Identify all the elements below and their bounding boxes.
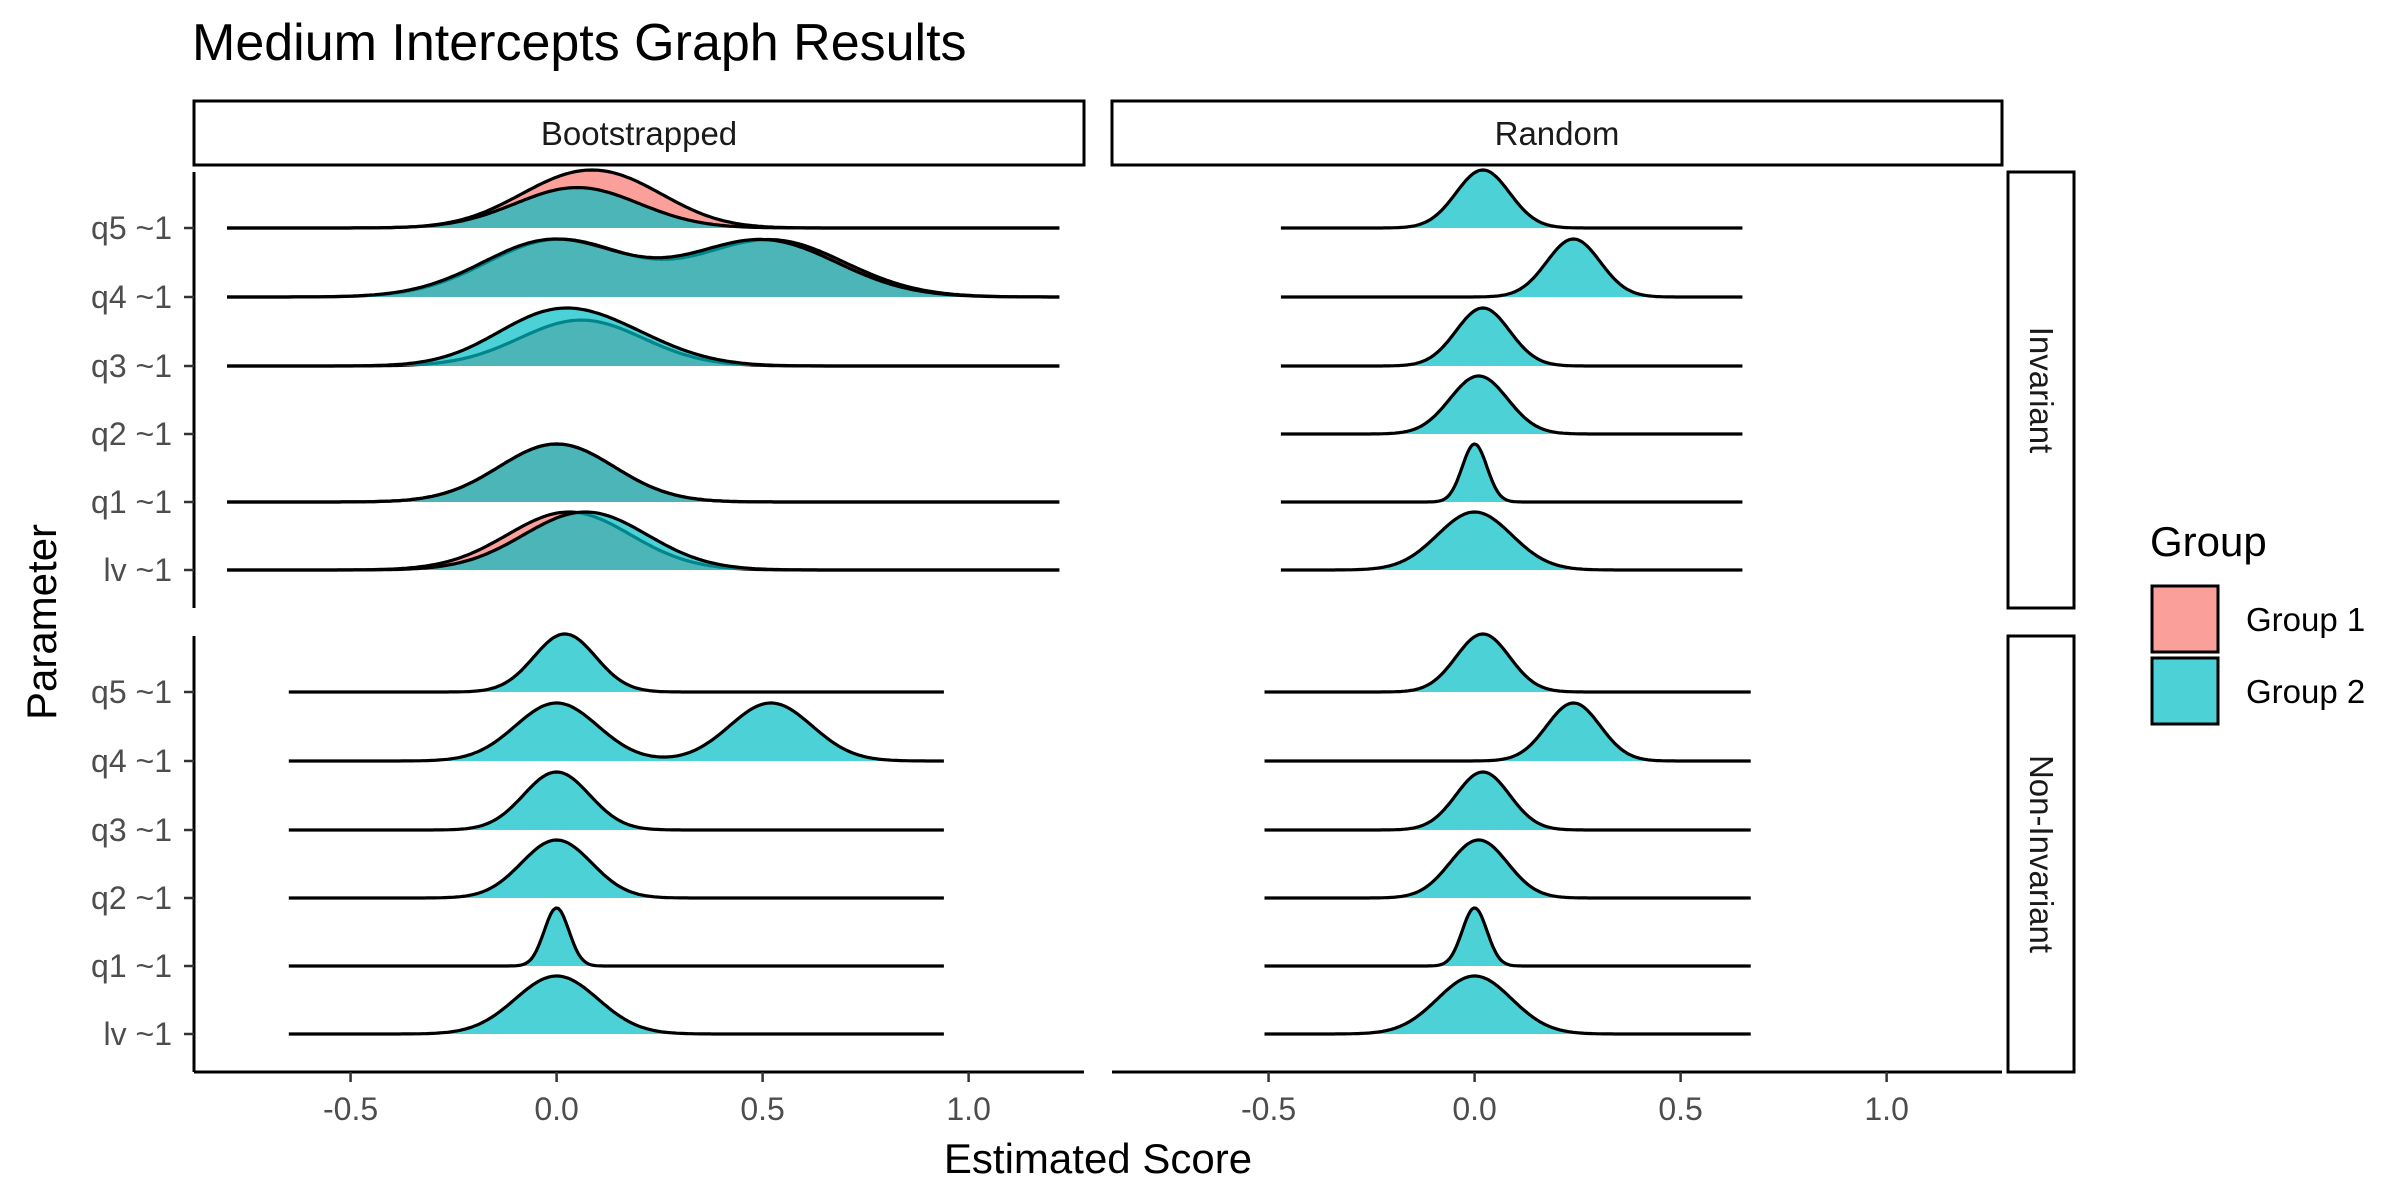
strip-label-non-invariant: Non-Invariant <box>2023 755 2060 953</box>
x-tick-label: -0.5 <box>323 1091 378 1127</box>
ridge-bootstrapped-non-invariant-q1-1-group-2-line <box>288 906 944 968</box>
ridge-bootstrapped-non-invariant-q4-1-group-2-fill <box>288 703 944 761</box>
ridge-bootstrapped-invariant-q5-1-group-2-fill <box>227 187 1060 228</box>
ridge-random-non-invariant-q5-1-group-2-line <box>1264 632 1751 694</box>
strip-invariant <box>2006 170 2076 610</box>
strip-label-random: Random <box>1495 115 1620 152</box>
ridge-bootstrapped-invariant-q1-1-group-2-fill <box>227 444 1060 502</box>
y-tick-label-q1-1: q1 ~1 <box>91 948 172 984</box>
ridge-random-invariant-q3-1-group-2-line <box>1280 306 1743 368</box>
x-tick-label: 1.0 <box>1864 1091 1908 1127</box>
x-tick-label: 0.5 <box>1658 1091 1702 1127</box>
legend-swatch-group-2 <box>2150 656 2220 726</box>
y-tick-label-q5-1: q5 ~1 <box>91 674 172 710</box>
ridge-bootstrapped-non-invariant-q2-1-group-2-line <box>288 838 944 900</box>
y-tick-label-q2-1: q2 ~1 <box>91 880 172 916</box>
y-tick-label-q4-1: q4 ~1 <box>91 279 172 315</box>
ridge-bootstrapped-invariant-lv-1-group-2-fill <box>227 512 1060 570</box>
ridge-random-non-invariant-q1-1-group-2-line <box>1264 906 1751 968</box>
ridge-bootstrapped-non-invariant-lv-1-group-2-fill <box>288 976 944 1034</box>
y-axis-title: Parameter <box>18 524 65 720</box>
panel-bootstrapped-non-invariant <box>288 632 944 1036</box>
ridge-bootstrapped-invariant-lv-1-group-2-line <box>227 510 1060 572</box>
legend-label-group-1: Group 1 <box>2246 601 2365 638</box>
x-tick-label: -0.5 <box>1241 1091 1296 1127</box>
ridge-random-non-invariant-q5-1-group-2-fill <box>1264 634 1751 692</box>
strip-label-invariant: Invariant <box>2023 327 2060 454</box>
x-axis-title: Estimated Score <box>944 1135 1252 1182</box>
strip-label-bootstrapped: Bootstrapped <box>541 115 737 152</box>
ridge-random-non-invariant-lv-1-group-2-line <box>1264 974 1751 1036</box>
ridge-bootstrapped-non-invariant-q5-1-group-2-line <box>288 632 944 694</box>
ridge-random-invariant-q2-1-group-2-line <box>1280 374 1743 436</box>
ridge-bootstrapped-invariant-q5-1-group-2-line <box>227 186 1060 230</box>
ridge-random-invariant-q5-1-group-2-fill <box>1280 170 1743 228</box>
panel-random-invariant <box>1280 168 1743 572</box>
legend-label-group-2: Group 2 <box>2246 673 2365 710</box>
y-tick-label-lv-1: lv ~1 <box>104 1016 172 1052</box>
ridge-bootstrapped-non-invariant-lv-1-group-2-line <box>288 974 944 1036</box>
y-tick-label-lv-1: lv ~1 <box>104 552 172 588</box>
ridge-random-non-invariant-q3-1-group-2-fill <box>1264 772 1751 830</box>
ridge-bootstrapped-invariant-q4-1-group-2-fill <box>227 239 1060 297</box>
ridge-random-non-invariant-q3-1-group-2-line <box>1264 770 1751 832</box>
ridge-bootstrapped-invariant-q5-1-group-1-fill <box>227 170 1060 228</box>
ridge-bootstrapped-invariant-q1-1-group-2-line <box>227 442 1060 504</box>
x-tick-label: 0.5 <box>740 1091 784 1127</box>
panel-random-non-invariant <box>1264 632 1751 1036</box>
y-tick-label-q5-1: q5 ~1 <box>91 210 172 246</box>
y-tick-label-q4-1: q4 ~1 <box>91 743 172 779</box>
x-tick-label: 0.0 <box>534 1091 578 1127</box>
ridge-bootstrapped-invariant-q3-1-group-2-fill <box>227 308 1060 366</box>
strip-random <box>1110 99 2004 167</box>
y-tick-label-q2-1: q2 ~1 <box>91 416 172 452</box>
ridge-random-non-invariant-lv-1-group-2-fill <box>1264 976 1751 1034</box>
chart-title: Medium Intercepts Graph Results <box>192 14 967 72</box>
y-tick-label-q3-1: q3 ~1 <box>91 348 172 384</box>
ridge-random-invariant-lv-1-group-2-fill <box>1280 512 1743 570</box>
ridge-random-invariant-q5-1-group-2-line <box>1280 168 1743 230</box>
panel-bootstrapped-invariant <box>227 168 1060 572</box>
ridge-bootstrapped-invariant-q4-1-group-2-line <box>227 237 1060 299</box>
ridge-random-invariant-q4-1-group-2-line <box>1280 237 1743 299</box>
x-tick-label: 1.0 <box>946 1091 990 1127</box>
legend-title: Group <box>2150 518 2267 565</box>
ridge-random-invariant-lv-1-group-2-line <box>1280 510 1743 572</box>
ridge-bootstrapped-invariant-q3-1-group-2-line <box>227 306 1060 368</box>
ridge-random-non-invariant-q4-1-group-2-line <box>1264 701 1751 763</box>
ridge-bootstrapped-non-invariant-q5-1-group-2-fill <box>288 634 944 692</box>
legend-swatch-group-1 <box>2150 584 2220 654</box>
y-tick-label-q1-1: q1 ~1 <box>91 484 172 520</box>
ridge-random-invariant-q1-1-group-2-line <box>1280 442 1743 504</box>
ridge-random-invariant-q3-1-group-2-fill <box>1280 308 1743 366</box>
x-tick-label: 0.0 <box>1452 1091 1496 1127</box>
ridge-bootstrapped-non-invariant-q4-1-group-2-line <box>288 701 944 763</box>
ridge-bootstrapped-non-invariant-q3-1-group-2-line <box>288 770 944 832</box>
ridge-random-non-invariant-q2-1-group-2-line <box>1264 838 1751 900</box>
y-tick-label-q3-1: q3 ~1 <box>91 812 172 848</box>
ridge-random-non-invariant-q2-1-group-2-fill <box>1264 840 1751 898</box>
strip-non-invariant <box>2006 634 2076 1074</box>
strip-bootstrapped <box>192 99 1086 167</box>
axes: q5 ~1 q4 ~1 q3 ~1 q2 ~1 q1 ~1 lv ~1 q5 ~1 q4 ~1… <box>91 172 2002 1127</box>
